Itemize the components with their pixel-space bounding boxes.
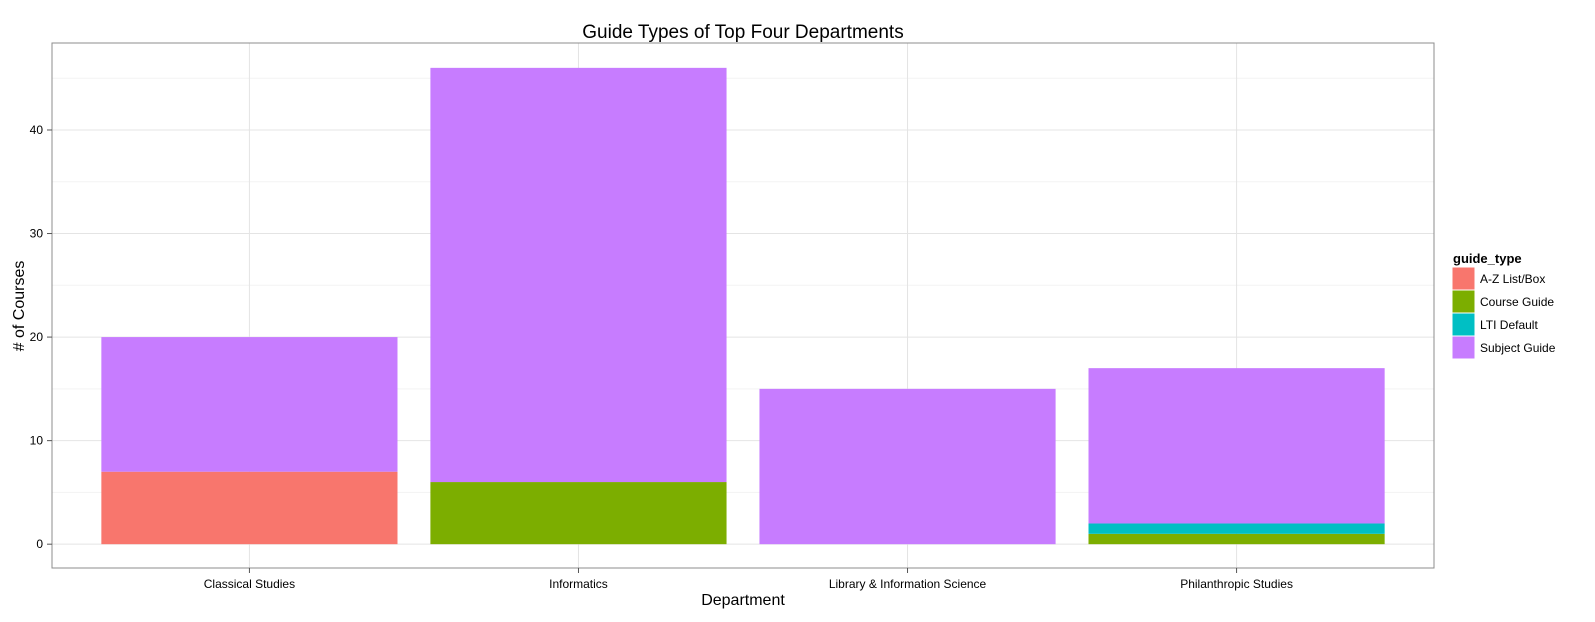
bar-segment	[430, 67, 727, 483]
plot-border	[51, 42, 1435, 569]
legend-label: A-Z List/Box	[1480, 272, 1545, 286]
y-tick-label: 40	[30, 123, 44, 137]
bar-segment	[759, 388, 1056, 545]
y-axis-title: # of Courses	[11, 261, 28, 352]
legend-swatch	[1451, 335, 1476, 360]
legend-label: Subject Guide	[1480, 341, 1556, 355]
bar-segment	[101, 471, 398, 545]
bar-layer	[101, 67, 1385, 545]
legend-swatch	[1451, 266, 1476, 291]
legend-swatch	[1451, 289, 1476, 314]
axis-layer: 0 10 20 30 40 Classical Studies Informatics Lib…	[30, 42, 1435, 591]
bar-segment	[1088, 368, 1385, 524]
legend: guide_type A-Z List/Box Course Guide LTI D…	[1451, 251, 1556, 360]
y-tick-label: 10	[30, 434, 44, 448]
legend-label: Course Guide	[1480, 295, 1554, 309]
x-tick-label: Classical Studies	[204, 577, 295, 591]
y-tick-label: 20	[30, 330, 44, 344]
y-tick-label: 0	[36, 537, 43, 551]
x-tick-label: Library & Information Science	[829, 577, 987, 591]
chart-title: Guide Types of Top Four Departments	[582, 22, 903, 43]
bar-segment	[1088, 523, 1385, 534]
bar-segment	[1088, 533, 1385, 545]
x-axis-title: Department	[701, 592, 785, 609]
legend-label: LTI Default	[1480, 318, 1538, 332]
bar-segment	[430, 482, 727, 545]
bar-segment	[101, 337, 398, 472]
y-tick-label: 30	[30, 227, 44, 241]
legend-title: guide_type	[1453, 251, 1522, 266]
legend-swatch	[1451, 312, 1476, 337]
x-tick-label: Philanthropic Studies	[1180, 577, 1293, 591]
x-tick-label: Informatics	[549, 577, 608, 591]
